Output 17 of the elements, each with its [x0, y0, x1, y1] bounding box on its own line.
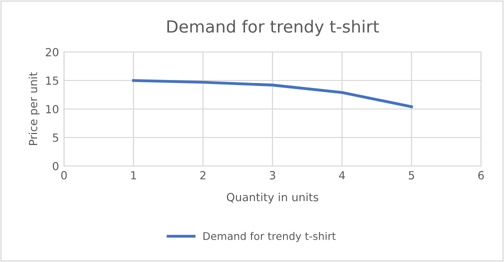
y-tick-label: 5: [52, 134, 58, 142]
x-tick-label: 2: [200, 171, 206, 180]
x-axis-title: Quantity in units: [226, 192, 318, 204]
x-tick-label: 4: [339, 171, 345, 180]
y-tick-label: 20: [46, 48, 58, 56]
y-tick-label: 0: [52, 162, 58, 170]
x-tick-label: 1: [131, 171, 136, 180]
x-tick-label: 3: [270, 171, 276, 180]
y-tick-label: 10: [46, 104, 58, 114]
x-tick-label: 6: [478, 171, 484, 180]
y-axis-title: Price per unit: [28, 72, 40, 145]
x-tick-label: 5: [408, 171, 414, 180]
line-series: [132, 79, 413, 108]
legend-label: Demand for trendy t-shirt: [203, 232, 336, 242]
y-tick-label: 15: [46, 76, 58, 85]
chart-title: Demand for trendy t-shirt: [167, 20, 379, 36]
x-tick-label: 0: [61, 171, 67, 180]
